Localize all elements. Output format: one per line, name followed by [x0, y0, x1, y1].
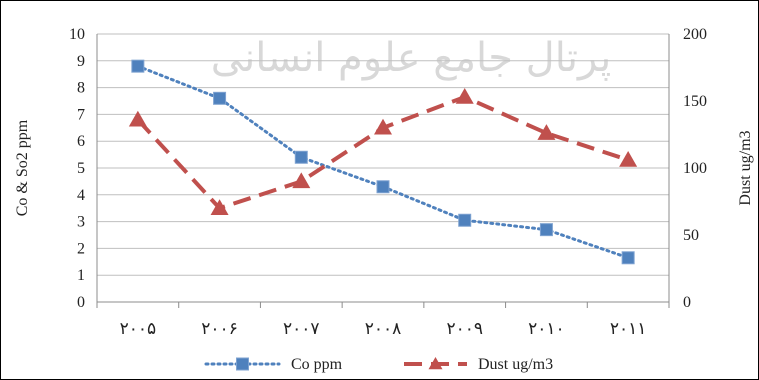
y-axis-right-title: Dust ug/m3: [737, 130, 754, 205]
data-point: [292, 172, 311, 189]
y-right-tick-label: 50: [683, 227, 699, 244]
legend-label: Dust ug/m3: [478, 356, 553, 373]
y-right-tick-label: 100: [683, 160, 707, 177]
legend-marker: [236, 357, 249, 371]
y-axis-left-title: Co & So2 ppm: [14, 119, 31, 216]
x-tick-label: ۲۰۰۶: [201, 319, 238, 339]
series: [128, 59, 638, 265]
y-right-tick-label: 150: [683, 93, 707, 110]
y-left-tick-label: 2: [77, 240, 85, 257]
data-point: [621, 251, 635, 265]
data-point: [210, 199, 229, 215]
gridlines: [97, 33, 669, 303]
y-left-tick-label: 3: [77, 214, 85, 231]
legend: Co ppm Dust ug/m3: [204, 356, 553, 373]
y-left-tick-label: 10: [69, 26, 85, 43]
series-line-0: [136, 64, 630, 260]
data-point: [376, 180, 390, 194]
x-tick-label: ۲۰۱۱: [610, 319, 647, 339]
y-left-tick-label: 6: [77, 133, 85, 150]
y-left-tick-label: 1: [77, 267, 85, 284]
y-left-tick-label: 0: [77, 294, 85, 311]
data-point: [619, 150, 638, 167]
watermark: پرتال جامع علوم انسانی: [211, 35, 612, 81]
x-tick-label: ۲۰۰۵: [120, 319, 157, 339]
y-left-tick-label: 7: [77, 106, 85, 123]
data-point: [128, 110, 147, 127]
data-point: [131, 59, 145, 73]
y-right-tick-label: 200: [683, 26, 707, 43]
y-left-tick-label: 4: [77, 187, 85, 204]
data-point: [213, 91, 227, 105]
x-tick-label: ۲۰۰۸: [365, 319, 402, 339]
data-point: [537, 124, 556, 140]
y-left-tick-label: 8: [77, 80, 85, 97]
data-point: [374, 118, 392, 135]
y-left-tick-label: 5: [77, 160, 85, 177]
y-right-tick-label: 0: [683, 294, 691, 311]
data-point: [539, 223, 553, 237]
data-point: [458, 213, 472, 227]
legend-marker: [428, 357, 443, 370]
x-tick-label: ۲۰۰۷: [283, 319, 320, 339]
data-point: [294, 150, 308, 164]
data-point: [455, 87, 474, 104]
y-left-tick-label: 9: [77, 53, 85, 70]
x-tick-label: ۲۰۰۹: [446, 319, 483, 339]
x-tick-label: ۲۰۱۰: [528, 319, 565, 339]
legend-label: Co ppm: [291, 356, 343, 373]
